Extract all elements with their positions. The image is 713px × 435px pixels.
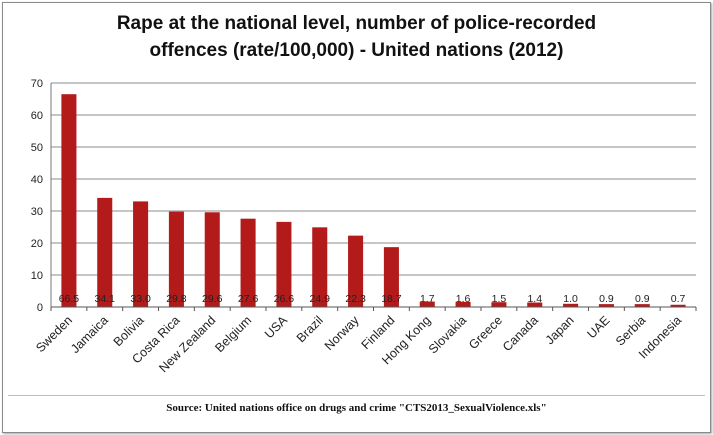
axes [50,83,697,311]
y-axis-ticks: 0 10 20 30 40 50 60 70 [31,78,43,314]
bar [455,301,471,307]
x-category-label: Norway [322,313,362,353]
bar [204,212,220,307]
y-tick-label: 0 [37,302,43,314]
y-tick-label: 30 [31,206,43,218]
data-label: 33.0 [130,293,151,305]
x-category-label: Japan [543,313,577,347]
x-category-label: Jamaica [68,313,111,356]
bar [133,201,149,307]
chart-title-line-1: Rape at the national level, number of po… [116,13,597,34]
x-category-label: Greece [466,313,505,352]
data-label: 22.3 [345,293,366,305]
bar [312,227,328,307]
bar [168,211,184,307]
data-label: 1.7 [420,293,435,305]
source-divider [8,395,705,396]
bar [276,221,292,307]
bar [348,235,364,307]
x-category-label: Brazil [294,313,326,345]
bar [563,303,579,307]
bars [61,94,686,307]
y-tick-label: 10 [31,270,43,282]
bar [634,304,650,307]
data-label: 1.6 [456,293,471,305]
bar [670,304,686,307]
data-label: 0.9 [599,293,614,305]
y-tick-label: 50 [31,142,43,154]
data-label: 29.8 [166,293,187,305]
x-category-label: Belgium [212,313,254,355]
bar [383,247,399,307]
y-tick-label: 70 [31,78,43,90]
x-category-label: Canada [500,313,541,354]
data-label: 66.5 [59,293,80,305]
bar [598,304,614,307]
bar [491,302,507,307]
bar [419,301,435,307]
x-category-label: Sweden [33,313,75,355]
y-tick-label: 20 [31,238,43,250]
data-label: 34.1 [95,293,116,305]
data-label: 1.0 [563,293,578,305]
y-tick-label: 40 [31,174,43,186]
data-label: 0.9 [635,293,650,305]
data-label: 1.4 [527,293,542,305]
bar [240,218,256,307]
data-label: 29.6 [202,293,223,305]
data-label: 24.9 [310,293,331,305]
x-category-label: Slovakia [426,313,469,356]
value-labels: 66.5 34.1 33.0 29.8 29.6 27.6 26.6 24.9 22.3 18.7… [59,293,686,305]
data-label: 26.6 [274,293,295,305]
chart-title-line-2: offences (rate/100,000) - United nations… [149,40,564,61]
source-note: Source: United nations office on drugs a… [166,402,547,414]
data-label: 0.7 [671,293,686,305]
data-label: 1.5 [492,293,507,305]
bar [97,197,113,307]
y-tick-label: 60 [31,110,43,122]
chart-title: Rape at the national level, number of po… [0,10,713,64]
x-category-label: USA [262,313,291,342]
bar [61,94,77,307]
x-category-label: UAE [584,313,612,341]
bar [527,302,543,307]
data-label: 27.6 [238,293,259,305]
data-label: 18.7 [381,293,402,305]
